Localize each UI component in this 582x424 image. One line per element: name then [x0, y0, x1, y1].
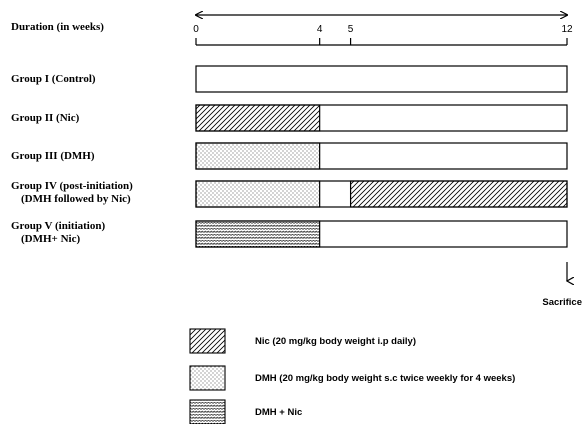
tick-label-week-12: 12 — [561, 24, 573, 35]
timeline-ticks: 0 4 5 12 — [193, 24, 573, 45]
legend-label: DMH + Nic — [255, 407, 302, 418]
legend-swatch-dmh_nic — [189, 399, 226, 424]
group-label: Group IV (post-initiation) — [11, 180, 133, 192]
treatment-segment-dmh — [195, 180, 321, 208]
legend: Nic (20 mg/kg body weight i.p daily) DMH … — [189, 328, 515, 424]
group-sublabel: (DMH+ Nic) — [21, 233, 80, 245]
group-timeline-bar — [195, 65, 568, 93]
group-label: Group III (DMH) — [11, 150, 95, 162]
group-rows: Group I (Control) Group II (Nic) Group III… — [11, 65, 568, 248]
legend-swatch-dmh — [189, 365, 226, 391]
treatment-segment-dmh_nic — [195, 220, 321, 248]
sacrifice-label: Sacrifice — [542, 297, 582, 308]
group-sublabel: (DMH followed by Nic) — [21, 193, 131, 205]
group-label: Group I (Control) — [11, 73, 96, 85]
tick-label-week-0: 0 — [193, 24, 199, 35]
legend-swatch-nic — [189, 328, 226, 354]
tick-label-week-4: 4 — [317, 24, 323, 35]
tick-label-week-5: 5 — [348, 24, 354, 35]
treatment-segment-dmh — [195, 142, 321, 170]
group-label: Group II (Nic) — [11, 112, 80, 124]
treatment-segment-nic — [195, 104, 321, 132]
treatment-segment-nic — [349, 180, 568, 208]
legend-label: DMH (20 mg/kg body weight s.c twice week… — [255, 373, 515, 384]
duration-label: Duration (in weeks) — [11, 21, 104, 33]
group-label: Group V (initiation) — [11, 220, 105, 232]
legend-label: Nic (20 mg/kg body weight i.p daily) — [255, 336, 416, 347]
